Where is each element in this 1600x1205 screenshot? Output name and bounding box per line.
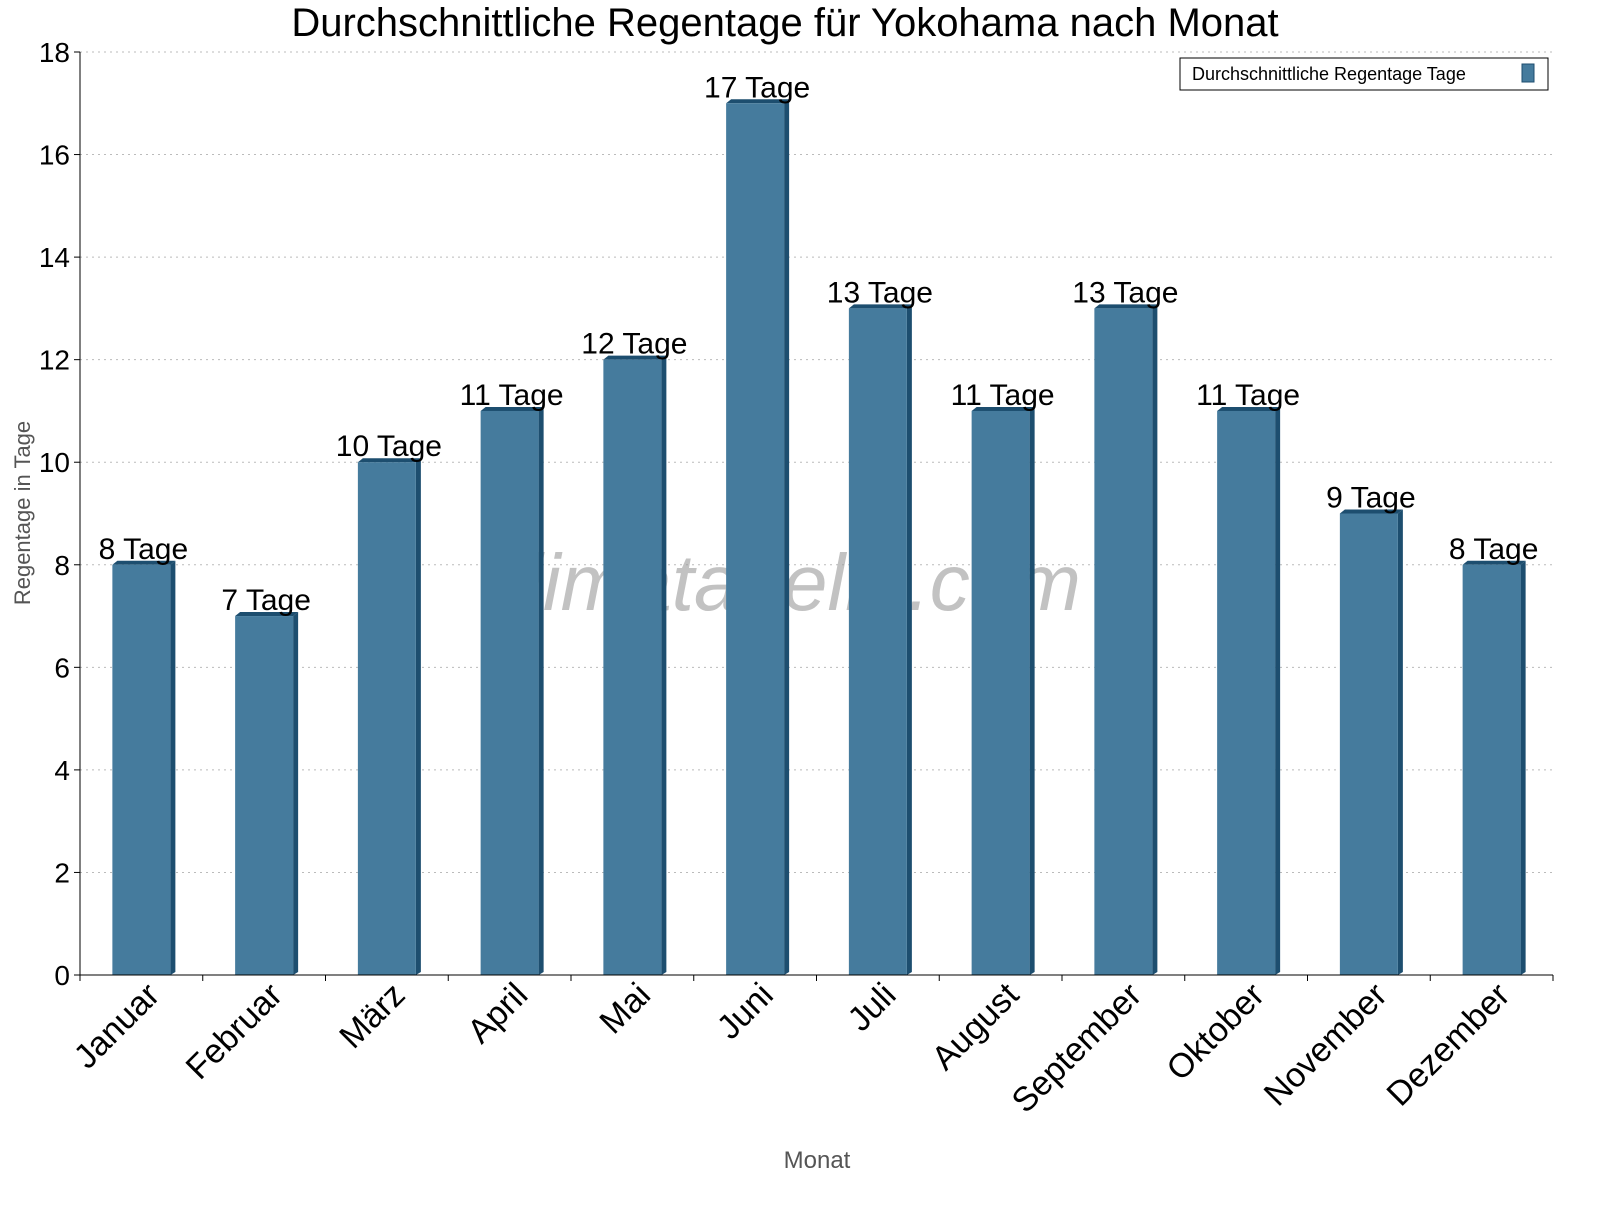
bar	[603, 359, 662, 976]
bar-top	[603, 355, 667, 360]
data-label: 17 Tage	[704, 71, 810, 104]
bar	[357, 462, 416, 975]
data-label: 11 Tage	[951, 379, 1055, 412]
x-tick-label: Januar	[67, 976, 167, 1076]
data-label: 10 Tage	[336, 430, 442, 463]
y-tick-label: 8	[54, 550, 70, 581]
x-tick-label: Juni	[710, 976, 781, 1047]
bar-side	[538, 406, 544, 975]
y-axis-label: Regentage in Tage	[10, 421, 35, 605]
bar-top	[726, 99, 790, 104]
legend-label: Durchschnittliche Regentage Tage	[1192, 64, 1466, 84]
bar-top	[1217, 406, 1281, 411]
x-tick-label: März	[332, 976, 412, 1056]
bar-side	[784, 99, 790, 976]
bar-top	[971, 406, 1035, 411]
bar	[1462, 564, 1521, 975]
y-tick-label: 10	[39, 447, 70, 478]
data-label: 12 Tage	[581, 328, 687, 361]
bar-top	[1094, 304, 1158, 309]
bar-side	[415, 458, 421, 975]
bar-side	[1275, 406, 1281, 975]
y-tick-label: 2	[54, 857, 70, 888]
data-label: 13 Tage	[1072, 276, 1178, 309]
legend-swatch	[1521, 63, 1535, 83]
x-tick-label: August	[925, 975, 1027, 1077]
x-tick-label: November	[1257, 976, 1395, 1114]
bar-top	[1339, 509, 1403, 514]
bar-side	[1397, 509, 1403, 975]
x-tick-label: Mai	[592, 976, 658, 1042]
y-tick-label: 12	[39, 345, 70, 376]
bar	[971, 410, 1030, 975]
data-label: 11 Tage	[1196, 379, 1300, 412]
legend: Durchschnittliche Regentage Tage	[1179, 57, 1549, 91]
bar	[480, 410, 539, 975]
data-label: 7 Tage	[221, 584, 311, 617]
bar-side	[170, 560, 176, 975]
bar	[726, 103, 785, 976]
bar	[112, 564, 171, 975]
bar-side	[1520, 560, 1526, 975]
x-tick-label: Februar	[179, 976, 290, 1087]
y-tick-label: 18	[39, 37, 70, 68]
y-tick-label: 4	[54, 755, 70, 786]
data-label: 9 Tage	[1326, 482, 1416, 515]
bar	[1339, 513, 1398, 975]
y-tick-label: 6	[54, 652, 70, 683]
bar-top	[848, 304, 912, 309]
data-label: 11 Tage	[460, 379, 564, 412]
bar	[848, 308, 907, 975]
bar-top	[112, 560, 176, 565]
bar-side	[906, 304, 912, 975]
bar-side	[1152, 304, 1158, 975]
y-tick-label: 14	[39, 242, 70, 273]
data-label: 8 Tage	[99, 533, 189, 566]
bar	[235, 616, 294, 975]
bar	[1217, 410, 1276, 975]
x-tick-label: September	[1005, 976, 1149, 1120]
bar-top	[1462, 560, 1526, 565]
bar-side	[661, 355, 667, 976]
x-tick-label: Juli	[841, 976, 904, 1039]
data-label: 8 Tage	[1449, 533, 1539, 566]
data-label: 13 Tage	[827, 276, 933, 309]
x-axis-label: Monat	[784, 1147, 851, 1174]
chart-title: Durchschnittliche Regentage für Yokohama…	[291, 1, 1278, 45]
bar	[1094, 308, 1153, 975]
y-tick-label: 0	[54, 960, 70, 991]
bar-top	[480, 406, 544, 411]
x-tick-label: Oktober	[1159, 976, 1271, 1088]
x-tick-label: April	[460, 976, 535, 1051]
x-tick-label: Dezember	[1380, 976, 1518, 1114]
bar-side	[293, 612, 299, 975]
bar-side	[1029, 406, 1035, 975]
y-tick-label: 16	[39, 140, 70, 171]
bar-top	[235, 612, 299, 617]
bar-top	[357, 458, 421, 463]
